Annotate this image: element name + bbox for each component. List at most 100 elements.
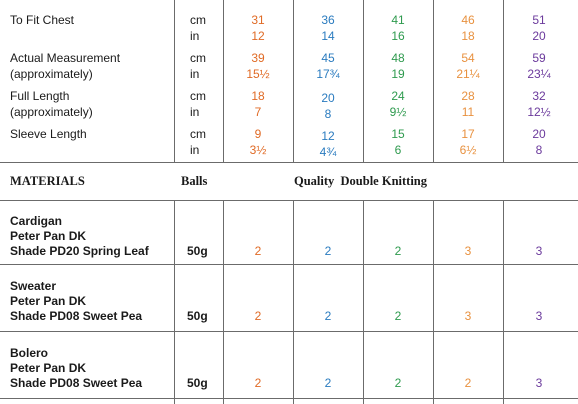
unit-label: cm (190, 13, 206, 27)
grid-line (174, 0, 175, 162)
size-value: 16 (391, 29, 405, 43)
grid-line (293, 200, 294, 404)
ball-count: 2 (254, 309, 262, 323)
ball-count: 2 (254, 376, 262, 390)
material-name: Bolero (10, 346, 49, 360)
row-sublabel: (approximately) (10, 105, 93, 119)
ball-count: 2 (394, 244, 402, 258)
material-yarn: Peter Pan DK (10, 229, 87, 243)
material-shade: Shade PD08 Sweet Pea (10, 309, 143, 323)
grid-line (433, 200, 434, 404)
material-name: Cardigan (10, 214, 63, 228)
row-label: To Fit Chest (10, 13, 75, 27)
ball-count: 3 (535, 376, 543, 390)
size-value: 54 (461, 51, 475, 65)
size-value: 20 (532, 127, 546, 141)
size-value: 12 (251, 29, 265, 43)
ball-count: 2 (254, 244, 262, 258)
ball-count: 2 (324, 376, 332, 390)
grid-line (363, 0, 364, 162)
material-yarn: Peter Pan DK (10, 294, 87, 308)
ball-count: 3 (464, 244, 472, 258)
grid-line (223, 200, 224, 404)
grid-line (0, 398, 578, 399)
material-weight: 50g (187, 376, 208, 390)
grid-line (293, 0, 294, 162)
size-value: 9 (254, 127, 262, 141)
materials-heading: MATERIALS (10, 174, 85, 188)
material-weight: 50g (187, 309, 208, 323)
size-value: 8 (535, 143, 543, 157)
size-value: 14 (321, 29, 335, 43)
unit-label: in (190, 105, 200, 119)
size-value: 8 (324, 107, 332, 121)
balls-heading: Balls (181, 174, 208, 188)
grid-line (0, 162, 578, 163)
size-value: 18 (461, 29, 475, 43)
material-yarn: Peter Pan DK (10, 361, 87, 375)
row-sublabel: (approximately) (10, 67, 93, 81)
unit-label: in (190, 67, 200, 81)
size-value: 6½ (459, 143, 477, 157)
size-value: 15½ (246, 67, 270, 81)
material-shade: Shade PD20 Spring Leaf (10, 244, 149, 258)
size-value: 12 (321, 129, 335, 143)
quality-heading: Quality Double Knitting (294, 174, 428, 188)
grid-line (0, 331, 578, 332)
grid-line (503, 200, 504, 404)
size-value: 15 (391, 127, 405, 141)
row-label: Full Length (10, 89, 70, 103)
size-value: 9½ (389, 105, 407, 119)
size-value: 32 (532, 89, 546, 103)
ball-count: 2 (394, 309, 402, 323)
size-value: 51 (532, 13, 546, 27)
size-value: 21¼ (456, 67, 480, 81)
size-value: 17 (461, 127, 475, 141)
size-value: 46 (461, 13, 475, 27)
grid-line (363, 200, 364, 404)
unit-label: cm (190, 89, 206, 103)
size-value: 23¼ (527, 67, 551, 81)
size-value: 20 (321, 91, 335, 105)
size-value: 18 (251, 89, 265, 103)
grid-line (0, 264, 578, 265)
material-shade: Shade PD08 Sweet Pea (10, 376, 143, 390)
unit-label: cm (190, 51, 206, 65)
size-value: 28 (461, 89, 475, 103)
row-label: Actual Measurement (10, 51, 121, 65)
size-value: 7 (254, 105, 262, 119)
size-value: 6 (394, 143, 402, 157)
size-value: 39 (251, 51, 265, 65)
size-value: 19 (391, 67, 405, 81)
size-value: 20 (532, 29, 546, 43)
ball-count: 2 (324, 244, 332, 258)
size-value: 17¾ (316, 67, 340, 81)
size-value: 48 (391, 51, 405, 65)
size-value: 41 (391, 13, 405, 27)
size-value: 36 (321, 13, 335, 27)
size-value: 3½ (249, 143, 267, 157)
unit-label: in (190, 29, 200, 43)
grid-line (0, 200, 578, 201)
ball-count: 2 (394, 376, 402, 390)
size-value: 59 (532, 51, 546, 65)
ball-count: 2 (324, 309, 332, 323)
ball-count: 2 (464, 376, 472, 390)
size-value: 24 (391, 89, 405, 103)
size-value: 31 (251, 13, 265, 27)
grid-line (174, 200, 175, 404)
ball-count: 3 (535, 309, 543, 323)
ball-count: 3 (535, 244, 543, 258)
grid-line (503, 0, 504, 162)
grid-line (223, 0, 224, 162)
material-weight: 50g (187, 244, 208, 258)
material-name: Sweater (10, 279, 57, 293)
unit-label: cm (190, 127, 206, 141)
row-label: Sleeve Length (10, 127, 87, 141)
size-value: 45 (321, 51, 335, 65)
ball-count: 3 (464, 309, 472, 323)
grid-line (433, 0, 434, 162)
size-value: 4¾ (319, 145, 337, 159)
size-value: 11 (461, 105, 475, 119)
